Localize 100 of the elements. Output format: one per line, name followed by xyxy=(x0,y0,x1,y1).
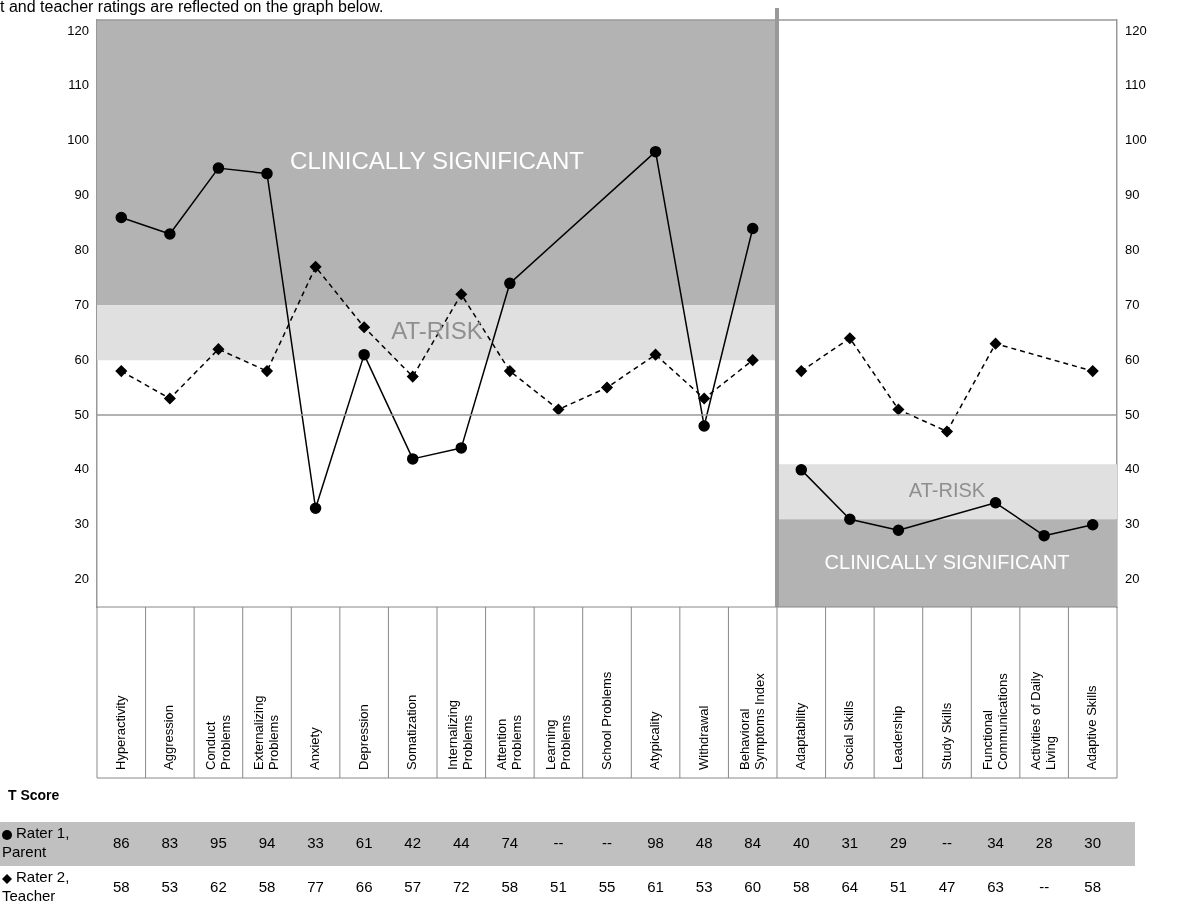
y2-tick-label: 80 xyxy=(1125,241,1140,257)
band-label: AT-RISK xyxy=(908,479,986,502)
y2-tick-label: 20 xyxy=(1125,571,1140,587)
data-label: 40 xyxy=(792,834,810,852)
point xyxy=(892,524,905,536)
point xyxy=(795,464,808,476)
x-tick-label: Learning Problems xyxy=(542,714,573,770)
x-tick-label: Adaptability xyxy=(792,702,808,770)
data-label: 58 xyxy=(501,878,519,896)
point xyxy=(698,392,710,405)
point xyxy=(1038,529,1050,542)
point xyxy=(115,365,128,377)
data-label: 98 xyxy=(647,834,664,852)
data-label: 51 xyxy=(890,878,907,896)
data-label: 86 xyxy=(112,834,130,852)
data-label: 57 xyxy=(404,878,422,896)
point xyxy=(989,497,1002,509)
point xyxy=(164,228,176,240)
data-label: 31 xyxy=(841,834,859,852)
point xyxy=(212,162,225,174)
data-label: 33 xyxy=(307,834,324,852)
data-label: 74 xyxy=(501,834,519,852)
point xyxy=(601,381,613,394)
data-label: 72 xyxy=(452,878,470,896)
data-label: 58 xyxy=(258,878,276,896)
point xyxy=(261,365,273,377)
point xyxy=(309,261,322,273)
point xyxy=(261,167,273,180)
x-tick-label: Aggression xyxy=(161,704,177,770)
x-tick-label: Conduct Problems xyxy=(202,714,233,770)
x-tick-label: Internalizing Problems xyxy=(445,699,476,770)
band-label: CLINICALLY SIGNIFICANT xyxy=(824,550,1070,573)
point xyxy=(941,425,953,438)
y2-tick-label: 90 xyxy=(1125,187,1140,203)
x-tick-label: Anxiety xyxy=(307,726,323,770)
data-label: 63 xyxy=(987,878,1004,896)
y2-tick-label: 120 xyxy=(1125,22,1147,38)
data-label: 77 xyxy=(307,878,324,896)
x-tick-label: Study Skills xyxy=(938,702,954,770)
x-tick-label: Externalizing Problems xyxy=(251,695,282,770)
y-tick-label: 80 xyxy=(74,241,89,257)
point xyxy=(1086,518,1099,531)
point xyxy=(649,145,662,158)
point xyxy=(1086,365,1099,377)
data-label: 66 xyxy=(355,878,373,896)
point xyxy=(504,365,516,377)
x-tick-label: Attention Problems xyxy=(493,714,524,770)
point xyxy=(455,442,468,454)
x-tick-label: Behavioral Symptoms Index xyxy=(736,672,767,770)
text: -- xyxy=(602,834,612,852)
point xyxy=(406,370,419,383)
point xyxy=(892,403,905,416)
data-label: 94 xyxy=(258,834,276,852)
data-label: 58 xyxy=(1084,878,1102,896)
text: T Score xyxy=(8,786,60,803)
point xyxy=(212,343,225,355)
point xyxy=(649,348,662,361)
data-label: 64 xyxy=(841,878,859,896)
data-label: 44 xyxy=(452,834,470,852)
point xyxy=(309,502,322,514)
data-label: 84 xyxy=(744,834,762,852)
x-tick-label: Social Skills xyxy=(841,700,857,770)
point xyxy=(795,365,808,377)
legend-label: Rater 2, Teacher xyxy=(2,868,70,905)
y-tick-label: 40 xyxy=(74,461,89,477)
y-tick-label: 70 xyxy=(74,296,89,312)
x-tick-label: School Problems xyxy=(598,671,614,770)
point xyxy=(746,354,759,366)
data-label: 62 xyxy=(210,878,227,896)
point xyxy=(358,348,370,361)
data-label: 53 xyxy=(695,878,713,896)
point xyxy=(844,332,856,344)
point xyxy=(698,420,710,432)
band-label: AT-RISK xyxy=(391,317,483,345)
data-label: 34 xyxy=(987,834,1004,852)
x-tick-label: Hyperactivity xyxy=(112,695,128,770)
x-tick-label: Leadership xyxy=(890,705,906,770)
y-tick-label: 100 xyxy=(67,132,89,148)
data-label: 53 xyxy=(161,878,179,896)
text: -- xyxy=(553,834,564,852)
x-tick-label: Withdrawal xyxy=(695,705,711,770)
y2-tick-label: 60 xyxy=(1125,351,1140,367)
data-label: 30 xyxy=(1084,834,1102,852)
data-label: 58 xyxy=(792,878,810,896)
point xyxy=(406,453,419,465)
data-label: 61 xyxy=(355,834,373,852)
x-tick-label: Activities of Daily Living xyxy=(1028,671,1059,770)
data-label: 60 xyxy=(744,878,762,896)
y-tick-label: 120 xyxy=(67,22,89,38)
x-tick-label: Atypicality xyxy=(647,710,663,770)
y-tick-label: 30 xyxy=(74,516,89,532)
x-tick-label: Adaptive Skills xyxy=(1084,684,1100,770)
x-tick-label: Somatization xyxy=(404,694,420,770)
data-label: 61 xyxy=(647,878,664,896)
text: t and teacher ratings are reflected on the graph below. xyxy=(0,0,384,16)
data-label: 83 xyxy=(161,834,179,852)
y2-tick-label: 110 xyxy=(1125,77,1146,93)
point xyxy=(844,513,856,525)
y-tick-label: 20 xyxy=(74,571,89,587)
data-label: 55 xyxy=(598,878,616,896)
